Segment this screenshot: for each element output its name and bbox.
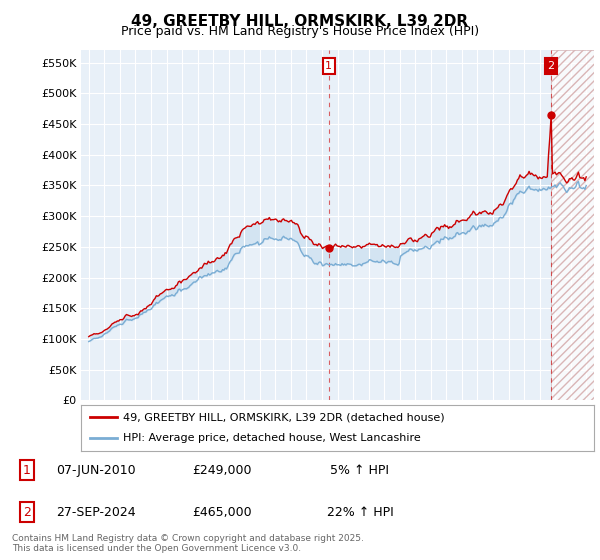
Text: £249,000: £249,000 [192,464,252,477]
Text: 2: 2 [23,506,31,519]
Text: 07-JUN-2010: 07-JUN-2010 [56,464,136,477]
Text: 2: 2 [548,60,554,71]
Text: HPI: Average price, detached house, West Lancashire: HPI: Average price, detached house, West… [123,433,421,444]
Text: 49, GREETBY HILL, ORMSKIRK, L39 2DR: 49, GREETBY HILL, ORMSKIRK, L39 2DR [131,14,469,29]
Text: 1: 1 [325,60,332,71]
Text: Contains HM Land Registry data © Crown copyright and database right 2025.
This d: Contains HM Land Registry data © Crown c… [12,534,364,553]
Text: 27-SEP-2024: 27-SEP-2024 [56,506,136,519]
Text: 49, GREETBY HILL, ORMSKIRK, L39 2DR (detached house): 49, GREETBY HILL, ORMSKIRK, L39 2DR (det… [123,412,445,422]
Bar [551,50,594,400]
Text: 22% ↑ HPI: 22% ↑ HPI [326,506,394,519]
Text: £465,000: £465,000 [192,506,252,519]
Text: Price paid vs. HM Land Registry's House Price Index (HPI): Price paid vs. HM Land Registry's House … [121,25,479,38]
Text: 5% ↑ HPI: 5% ↑ HPI [331,464,389,477]
Text: 1: 1 [23,464,31,477]
